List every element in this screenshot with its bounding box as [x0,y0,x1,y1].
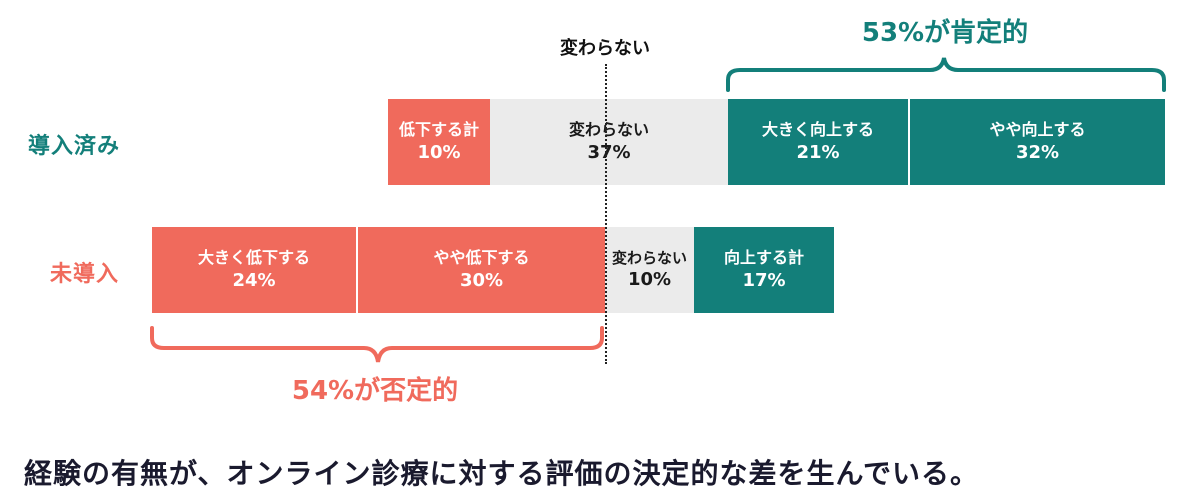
negative-callout: 54%が否定的 [291,376,459,406]
bar-not-adopted-greatly-decrease: 大きく低下する 24% [152,227,356,313]
segment-value: 21% [796,141,840,163]
segment-label: やや向上する [989,119,1086,139]
row-label-adopted: 導入済み [28,134,121,159]
headline: 経験の有無が、オンライン診療に対する評価の決定的な差を生んでいる。 [24,457,980,490]
segment-value: 17% [742,269,786,291]
bottom-brace-icon [150,326,604,363]
segment-value: 30% [459,269,504,291]
bar-not-adopted-somewhat-decrease: やや低下する 30% [358,227,605,313]
center-line-label: 変わらない [560,38,650,59]
top-brace-icon [726,57,1166,92]
segment-value: 10% [627,269,672,291]
bar-not-adopted-unchanged: 変わらない 10% [605,227,694,313]
bar-not-adopted-improve-total: 向上する計 17% [694,227,834,313]
segment-value: 10% [417,141,461,163]
segment-label: やや低下する [433,247,530,267]
bar-adopted-unchanged: 変わらない 37% [490,99,728,185]
segment-label: 低下する計 [398,119,479,139]
segment-value: 32% [1015,141,1060,163]
segment-label: 変わらない [611,248,687,267]
bar-adopted-greatly-improve: 大きく向上する 21% [728,99,908,185]
center-dotted-line [605,64,607,364]
segment-label: 向上する計 [723,247,804,267]
positive-callout: 53%が肯定的 [861,18,1029,48]
bar-adopted-somewhat-improve: やや向上する 32% [910,99,1165,185]
segment-value: 37% [587,141,631,163]
segment-label: 変わらない [568,119,649,139]
segment-label: 大きく向上する [761,119,874,139]
bar-adopted-decrease-total: 低下する計 10% [388,99,490,185]
segment-label: 大きく低下する [197,247,310,267]
row-label-not-adopted: 未導入 [50,262,120,287]
segment-value: 24% [232,269,276,291]
